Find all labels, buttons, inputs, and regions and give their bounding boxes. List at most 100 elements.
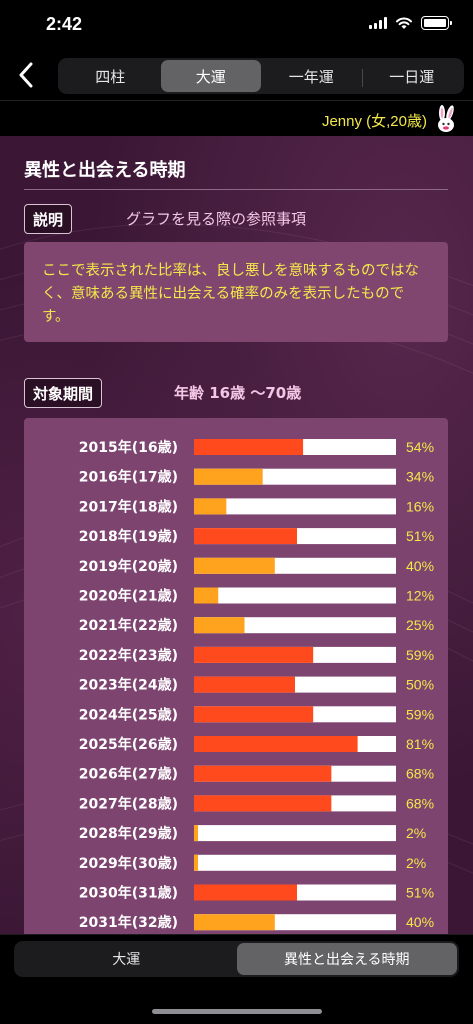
back-button[interactable] <box>8 56 44 94</box>
year-label: 2029年(30歳) <box>79 855 178 872</box>
year-label: 2022年(23歳) <box>79 647 178 664</box>
year-label: 2031年(32歳) <box>79 914 178 931</box>
percent-label: 50% <box>406 677 434 693</box>
chart-row: 2018年(19歳) 51% <box>79 528 434 545</box>
bottom-tab-encounter[interactable]: 異性と出会える時期 <box>236 943 457 975</box>
bar-track <box>194 825 396 842</box>
chart-panel[interactable]: 2015年(16歳) 54% 2016年(17歳) 34% 2017年(18歳) 16% 2… <box>24 418 448 934</box>
percent-label: 34% <box>406 469 434 485</box>
year-label: 2018年(19歳) <box>79 528 178 545</box>
bar-fill <box>194 854 199 871</box>
tab-shichu[interactable]: 四柱 <box>95 67 126 86</box>
bar-fill <box>194 736 358 752</box>
year-label: 2024年(25歳) <box>79 706 178 723</box>
year-label: 2025年(26歳) <box>79 736 178 753</box>
bar-fill <box>194 528 298 545</box>
bar-fill <box>194 439 304 455</box>
wifi-icon <box>396 17 412 29</box>
year-label: 2028年(29歳) <box>79 825 178 842</box>
nav-bar: 四柱 大運 一年運 一日運 <box>0 50 473 100</box>
user-bar: Jenny (女,20歳) <box>0 100 473 136</box>
chart-row: 2029年(30歳) 2% <box>79 854 426 872</box>
bar-track <box>194 587 396 604</box>
chart-row: 2031年(32歳) 40% <box>79 914 434 931</box>
bar-fill <box>194 765 332 782</box>
percent-label: 59% <box>406 647 434 663</box>
tab-ichinichiun[interactable]: 一日運 <box>361 60 463 92</box>
year-label: 2030年(31歳) <box>79 885 178 902</box>
bar-track <box>194 854 396 871</box>
period-value: 年齢 16歳 ～70歳 <box>174 384 302 402</box>
tab-ichinenun[interactable]: 一年運 <box>288 67 334 86</box>
year-label: 2015年(16歳) <box>79 439 178 456</box>
year-label: 2017年(18歳) <box>79 498 178 515</box>
year-label: 2026年(27歳) <box>79 766 178 783</box>
status-bar: 2:42 <box>0 0 473 50</box>
year-label: 2023年(24歳) <box>79 677 178 694</box>
bottom-bar: 大運 異性と出会える時期 <box>0 934 473 1024</box>
chart-row: 2021年(22歳) 25% <box>79 617 434 634</box>
chart-row: 2030年(31歳) 51% <box>79 884 434 902</box>
bar-fill <box>194 617 245 634</box>
percent-label: 25% <box>406 617 434 633</box>
explain-tag: 説明 <box>24 204 73 234</box>
section-title: 異性と出会える時期 <box>24 160 186 181</box>
year-label: 2020年(21歳) <box>79 588 178 605</box>
chart-row: 2024年(25歳) 59% <box>79 706 434 723</box>
year-label: 2016年(17歳) <box>79 469 178 486</box>
year-label: 2021年(22歳) <box>79 617 178 634</box>
percent-label: 12% <box>406 588 434 604</box>
explain-description: グラフを見る際の参照事項 <box>126 210 307 228</box>
bottom-tab-daiun[interactable]: 大運 <box>112 952 141 968</box>
bar-fill <box>194 468 263 485</box>
percent-label: 2% <box>406 825 426 841</box>
chart-row: 2016年(17歳) 34% <box>79 468 434 486</box>
year-label: 2027年(28歳) <box>79 795 178 812</box>
chart-row: 2022年(23歳) 59% <box>79 646 434 664</box>
percent-label: 51% <box>406 528 434 544</box>
user-label[interactable]: Jenny (女,20歳) <box>321 113 427 130</box>
bar-fill <box>194 557 275 574</box>
percent-label: 40% <box>406 914 434 930</box>
percent-label: 2% <box>406 855 426 871</box>
chart-row: 2027年(28歳) 68% <box>79 795 434 812</box>
bar-fill <box>194 914 275 931</box>
chart-row: 2026年(27歳) 68% <box>79 765 434 783</box>
bar-fill <box>194 706 314 723</box>
main-content[interactable]: 異性と出会える時期 説明 グラフを見る際の参照事項 ここで表示された比率は、良し… <box>0 136 473 934</box>
bar-fill <box>194 676 295 693</box>
bar-fill <box>194 498 227 515</box>
signal-icon <box>369 17 387 29</box>
chevron-left-icon <box>19 62 33 88</box>
percent-label: 59% <box>406 706 434 722</box>
year-label: 2019年(20歳) <box>79 558 178 575</box>
chart-row: 2020年(21歳) 12% <box>79 587 434 605</box>
percent-label: 68% <box>406 795 434 811</box>
percent-label: 81% <box>406 736 434 752</box>
percent-label: 40% <box>406 558 434 574</box>
status-time: 2:42 <box>46 14 83 34</box>
period-tag: 対象期間 <box>24 378 103 408</box>
explain-note: ここで表示された比率は、良し悪しを意味するものではなく、意味ある異性に出会える確… <box>24 242 448 342</box>
probability-chart: 2015年(16歳) 54%2016年(17歳) 34%2017年(18歳) 16%2… <box>79 439 434 931</box>
percent-label: 51% <box>406 885 434 901</box>
chart-row: 2019年(20歳) 40% <box>79 557 434 575</box>
bar-fill <box>194 646 314 663</box>
top-segmented-control: 四柱 大運 一年運 一日運 <box>58 58 464 94</box>
chart-row: 2015年(16歳) 54% <box>79 439 434 456</box>
chart-row: 2023年(24歳) 50% <box>79 676 434 694</box>
bar-fill <box>194 587 219 604</box>
chart-row: 2025年(26歳) 81% <box>79 736 434 753</box>
rabbit-icon[interactable] <box>433 105 459 133</box>
bar-fill <box>194 884 298 901</box>
chart-row: 2028年(29歳) 2% <box>79 825 426 842</box>
title-divider <box>24 189 448 190</box>
bar-fill <box>194 795 332 812</box>
bar-track <box>194 498 396 515</box>
tab-daiun[interactable]: 大運 <box>160 60 261 92</box>
percent-label: 68% <box>406 766 434 782</box>
home-indicator <box>152 1009 322 1014</box>
percent-label: 54% <box>406 439 434 455</box>
bottom-segmented-control: 大運 異性と出会える時期 <box>14 941 459 977</box>
status-icons <box>369 16 452 30</box>
